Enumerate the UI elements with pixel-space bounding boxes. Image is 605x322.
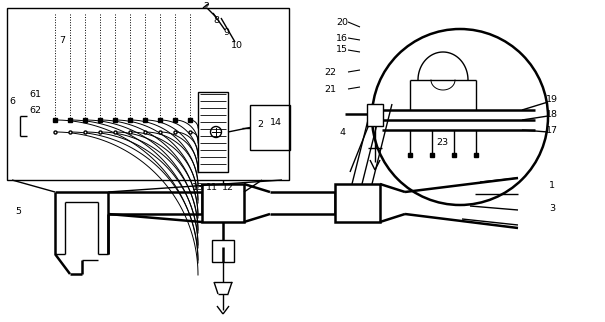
- Text: 15: 15: [336, 45, 348, 54]
- Bar: [198, 92, 228, 172]
- Text: 9: 9: [223, 27, 229, 36]
- Text: 20: 20: [336, 17, 348, 26]
- Bar: [250, 105, 290, 150]
- Text: 21: 21: [324, 84, 336, 93]
- Text: 4: 4: [339, 128, 345, 137]
- Text: 5: 5: [15, 207, 21, 216]
- Text: 11: 11: [206, 184, 218, 193]
- Text: 18: 18: [546, 109, 558, 118]
- Bar: [212, 240, 234, 262]
- Text: 14: 14: [270, 118, 282, 127]
- Text: 16: 16: [336, 33, 348, 43]
- Text: 10: 10: [231, 41, 243, 50]
- Bar: [202, 184, 244, 222]
- Bar: [7, 8, 289, 180]
- Text: 62: 62: [29, 106, 41, 115]
- Bar: [367, 104, 383, 126]
- Text: 6: 6: [9, 98, 15, 107]
- Text: 1: 1: [549, 182, 555, 191]
- Bar: [335, 184, 380, 222]
- Text: 22: 22: [324, 68, 336, 77]
- Text: 2: 2: [257, 119, 263, 128]
- Text: 2: 2: [203, 2, 209, 11]
- Text: 17: 17: [546, 126, 558, 135]
- Text: 13: 13: [192, 184, 204, 193]
- Text: 3: 3: [549, 204, 555, 213]
- Text: 61: 61: [29, 90, 41, 99]
- Text: 19: 19: [546, 96, 558, 105]
- Text: 7: 7: [59, 35, 65, 44]
- Text: 12: 12: [222, 184, 234, 193]
- Text: 23: 23: [436, 137, 448, 147]
- Text: 8: 8: [213, 15, 219, 24]
